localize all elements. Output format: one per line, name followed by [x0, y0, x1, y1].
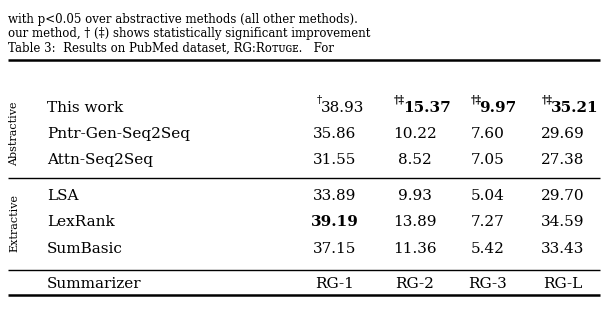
Text: 29.69: 29.69 [541, 127, 585, 141]
Text: 29.70: 29.70 [541, 189, 585, 203]
Text: 13.89: 13.89 [393, 215, 437, 229]
Text: 35.86: 35.86 [313, 127, 357, 141]
Text: RG-2: RG-2 [396, 277, 435, 291]
Text: Summarizer: Summarizer [47, 277, 142, 291]
Text: 31.55: 31.55 [313, 153, 357, 167]
Text: 15.37: 15.37 [403, 101, 451, 115]
Text: Extractive: Extractive [9, 193, 19, 251]
Text: 33.89: 33.89 [313, 189, 357, 203]
Text: RG-L: RG-L [544, 277, 582, 291]
Text: Table 3:  Results on PubMed dataset, RG:Rᴏᴛᴜɢᴇ.   For: Table 3: Results on PubMed dataset, RG:R… [8, 41, 334, 55]
Text: †‡: †‡ [394, 94, 406, 105]
Text: RG-3: RG-3 [469, 277, 507, 291]
Text: 11.36: 11.36 [393, 242, 437, 256]
Text: †‡: †‡ [542, 94, 553, 105]
Text: 33.43: 33.43 [541, 242, 585, 256]
Text: 10.22: 10.22 [393, 127, 437, 141]
Text: 39.19: 39.19 [311, 215, 359, 229]
Text: 7.60: 7.60 [471, 127, 505, 141]
Text: 8.52: 8.52 [398, 153, 432, 167]
Text: 35.21: 35.21 [551, 101, 599, 115]
Text: LSA: LSA [47, 189, 78, 203]
Text: SumBasic: SumBasic [47, 242, 123, 256]
Text: 7.27: 7.27 [471, 215, 505, 229]
Text: Pntr-Gen-Seq2Seq: Pntr-Gen-Seq2Seq [47, 127, 190, 141]
Text: †‡: †‡ [471, 94, 482, 105]
Text: 7.05: 7.05 [471, 153, 505, 167]
Text: our method, † (‡) shows statistically significant improvement: our method, † (‡) shows statistically si… [8, 27, 370, 41]
Text: with p<0.05 over abstractive methods (all other methods).: with p<0.05 over abstractive methods (al… [8, 13, 358, 27]
Text: 37.15: 37.15 [313, 242, 357, 256]
Text: RG-1: RG-1 [316, 277, 354, 291]
Text: This work: This work [47, 101, 123, 115]
Text: 34.59: 34.59 [541, 215, 585, 229]
Text: 9.97: 9.97 [480, 101, 517, 115]
Text: 38.93: 38.93 [321, 101, 364, 115]
Text: †: † [317, 95, 322, 105]
Text: 27.38: 27.38 [541, 153, 585, 167]
Text: Attn-Seq2Seq: Attn-Seq2Seq [47, 153, 153, 167]
Text: LexRank: LexRank [47, 215, 115, 229]
Text: 5.42: 5.42 [471, 242, 505, 256]
Text: 5.04: 5.04 [471, 189, 505, 203]
Text: 9.93: 9.93 [398, 189, 432, 203]
Text: Abstractive: Abstractive [9, 102, 19, 166]
